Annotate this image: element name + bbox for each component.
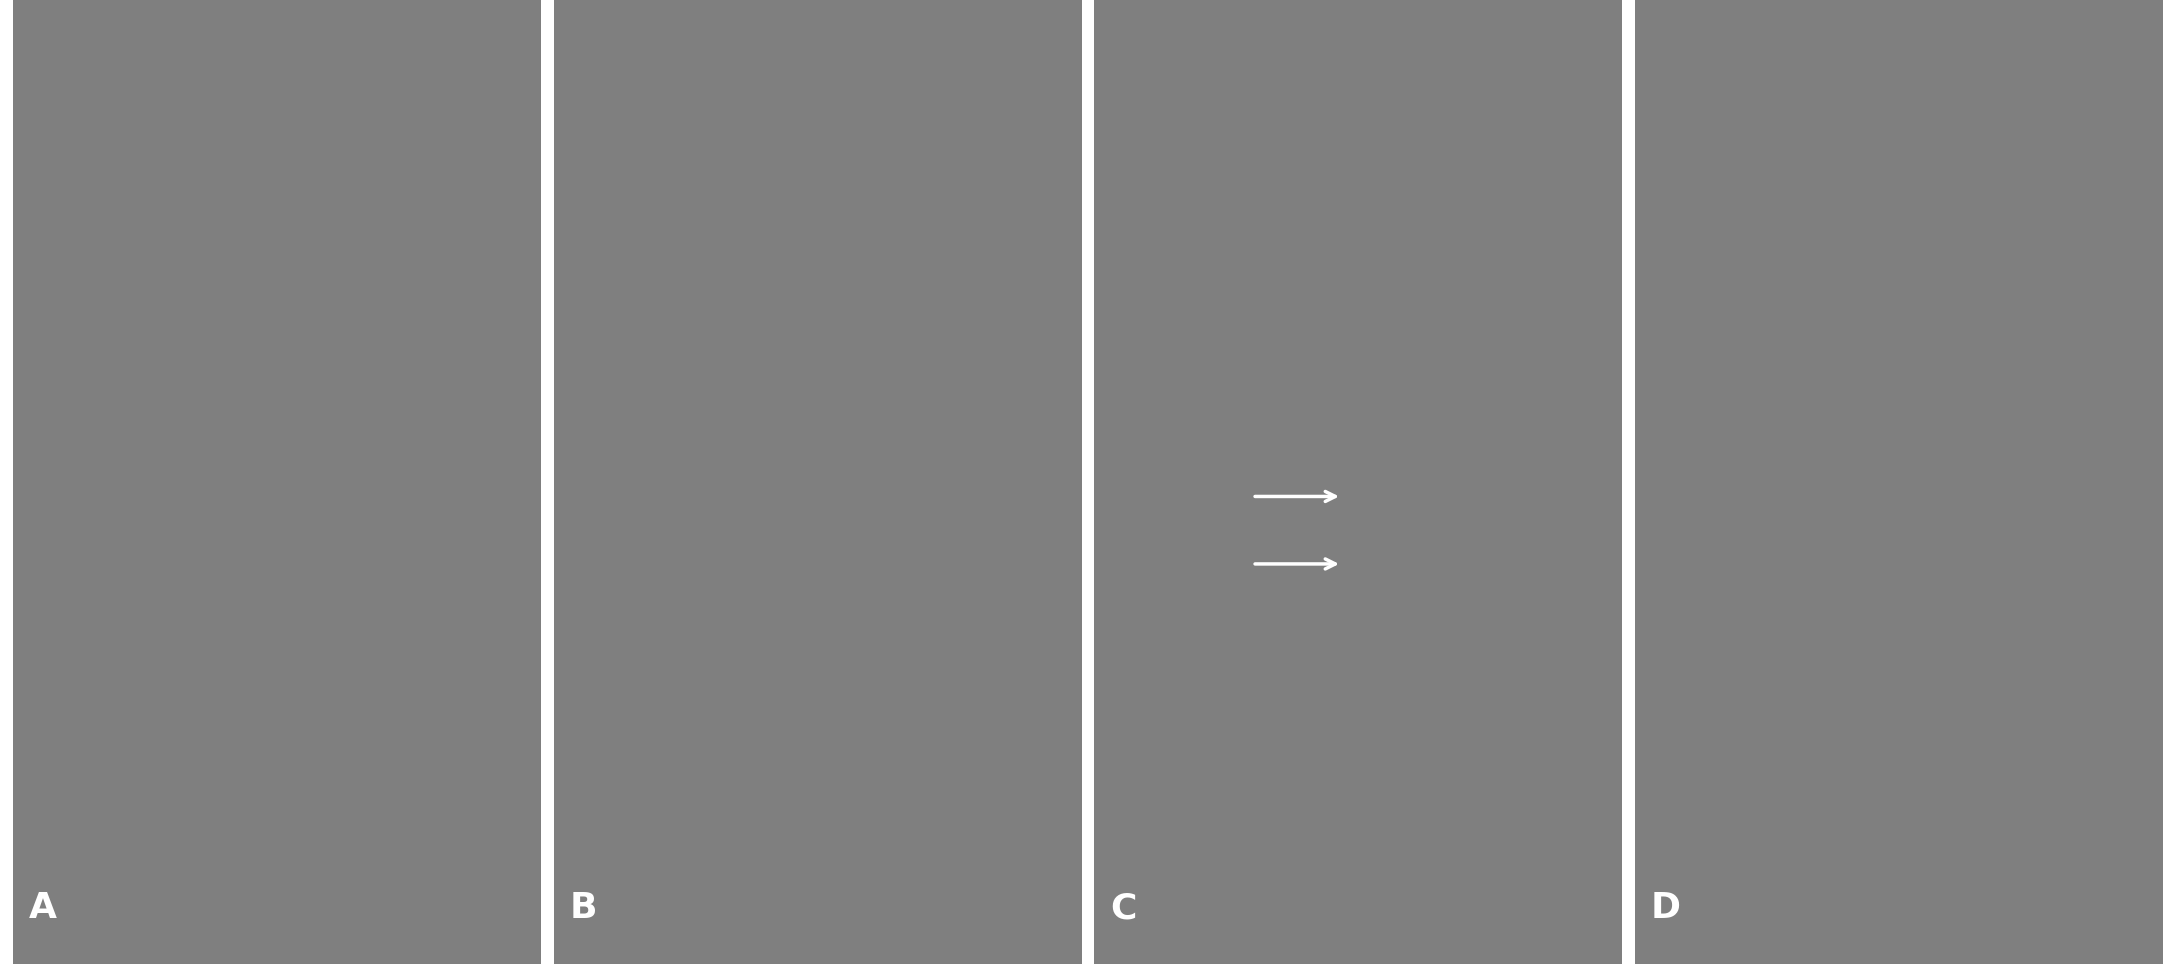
Text: D: D [1651,892,1681,925]
Text: C: C [1109,892,1135,925]
Text: B: B [570,892,596,925]
Text: A: A [28,892,57,925]
